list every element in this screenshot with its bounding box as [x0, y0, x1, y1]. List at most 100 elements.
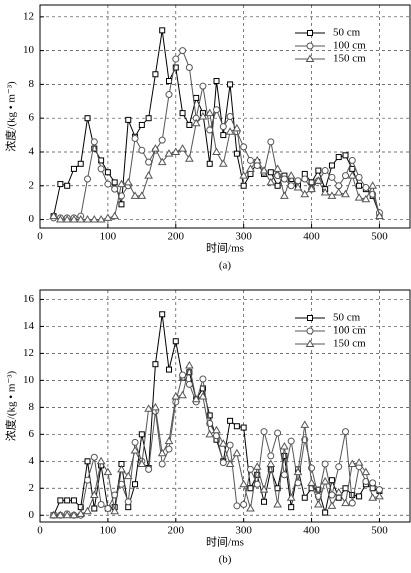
y-tick-label: 2 [29, 482, 35, 494]
marker-triangle [280, 191, 289, 199]
marker-circle [369, 479, 377, 487]
marker-triangle [137, 459, 147, 467]
marker-triangle [89, 215, 99, 223]
marker-circle [287, 437, 295, 445]
marker-triangle [137, 191, 147, 199]
marker-circle [246, 465, 254, 473]
marker-square [247, 485, 254, 492]
marker-triangle [375, 211, 384, 220]
marker-square [227, 417, 234, 424]
marker-triangle [103, 213, 113, 221]
marker-circle [321, 460, 329, 468]
marker-triangle [151, 402, 160, 411]
marker-square [267, 169, 274, 176]
marker-triangle [144, 404, 153, 412]
marker-square [57, 181, 64, 188]
marker-triangle [55, 510, 65, 519]
marker-square [172, 64, 179, 71]
legend-label: 50 cm [333, 27, 361, 39]
marker-square [186, 369, 193, 376]
marker-circle [158, 136, 166, 144]
y-tick-label: 14 [23, 320, 35, 332]
marker-circle [124, 498, 132, 506]
marker-triangle [273, 164, 282, 172]
marker-triangle [69, 510, 79, 519]
series-line [53, 49, 380, 219]
marker-square [356, 493, 363, 500]
y-tick-label: 10 [23, 374, 35, 386]
marker-triangle [375, 491, 384, 500]
marker-square [70, 165, 77, 172]
marker-triangle [246, 504, 255, 512]
marker-triangle [368, 493, 378, 501]
marker-square [152, 71, 159, 78]
marker-circle [260, 428, 268, 436]
marker-square [288, 504, 295, 511]
y-tick-label: 6 [29, 112, 35, 124]
marker-circle [267, 138, 275, 146]
plot-frame [39, 289, 411, 523]
marker-square [307, 315, 313, 321]
y-tick-label: 0 [29, 213, 35, 225]
series-line [53, 314, 380, 516]
marker-triangle [246, 164, 255, 172]
series-line [53, 30, 380, 217]
marker-triangle [83, 215, 92, 223]
marker-square [138, 121, 145, 128]
marker-circle [179, 47, 187, 55]
y-tick-label: 2 [29, 179, 35, 191]
marker-square [274, 182, 281, 189]
marker-triangle [334, 487, 344, 496]
x-tick-label: 100 [100, 231, 117, 243]
marker-triangle [178, 144, 187, 152]
marker-square [159, 27, 166, 34]
marker-triangle [232, 448, 242, 457]
y-tick-label: 16 [23, 293, 35, 305]
marker-triangle [305, 54, 315, 62]
marker-square [206, 412, 213, 419]
marker-circle [165, 445, 173, 453]
marker-square [322, 509, 329, 516]
marker-square [159, 311, 166, 318]
marker-triangle [62, 510, 72, 519]
marker-circle [97, 500, 105, 508]
marker-triangle [191, 394, 201, 403]
marker-triangle [117, 464, 126, 473]
marker-square [342, 485, 349, 492]
legend-entry: 50 cm [295, 312, 361, 324]
marker-square [206, 160, 213, 167]
y-tick-label: 6 [29, 428, 35, 440]
marker-circle [199, 82, 207, 90]
y-axis-label: 浓度/(kg • m⁻³) [4, 81, 18, 152]
marker-triangle [212, 147, 221, 155]
y-tick-label: 4 [29, 146, 35, 158]
marker-circle [90, 453, 98, 461]
legend-entry: 100 cm [295, 325, 366, 337]
y-tick-label: 12 [23, 347, 34, 359]
x-tick-label: 300 [235, 525, 252, 537]
marker-triangle [144, 171, 153, 179]
marker-triangle [266, 177, 276, 186]
marker-square [349, 492, 356, 499]
marker-triangle [225, 127, 235, 135]
marker-circle [185, 380, 193, 388]
x-tick-label: 200 [168, 525, 185, 537]
marker-triangle [259, 166, 269, 174]
marker-triangle [252, 462, 262, 470]
marker-circle [158, 460, 166, 468]
legend-label: 150 cm [333, 53, 366, 65]
marker-circle [185, 64, 193, 72]
marker-square [64, 182, 71, 189]
marker-square [261, 498, 268, 505]
marker-square [349, 165, 356, 172]
marker-circle [240, 500, 248, 508]
marker-triangle [76, 215, 86, 223]
marker-triangle [361, 467, 371, 476]
marker-triangle [341, 498, 350, 507]
marker-circle [280, 471, 288, 479]
marker-triangle [191, 118, 201, 127]
marker-circle [287, 182, 295, 190]
marker-circle [355, 173, 363, 181]
x-axis-label: 时间/ms [206, 242, 244, 255]
